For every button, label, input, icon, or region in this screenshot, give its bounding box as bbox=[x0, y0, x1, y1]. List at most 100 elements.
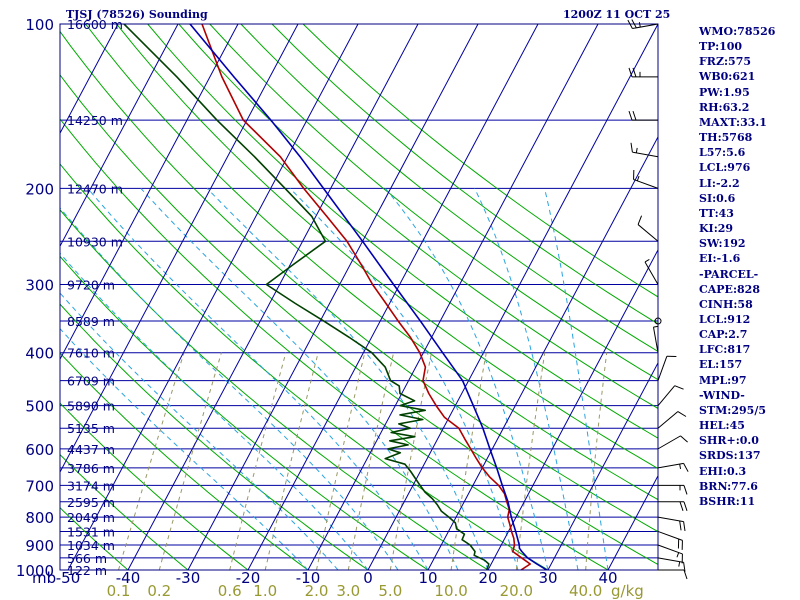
moist-adiabat bbox=[206, 188, 489, 570]
height-tick-label: 12470 m bbox=[67, 181, 123, 196]
sounding-index: MAXT:33.1 bbox=[699, 115, 767, 129]
sounding-traces bbox=[123, 24, 548, 570]
mixing-ratio-line bbox=[450, 352, 487, 570]
pressure-tick-label: 100 bbox=[25, 16, 54, 34]
sounding-index: BRN:77.6 bbox=[699, 479, 758, 493]
moist-adiabat bbox=[60, 252, 369, 570]
height-tick-label: 122 m bbox=[67, 563, 107, 578]
isotherm-line bbox=[127, 24, 419, 570]
moist-adiabat bbox=[385, 188, 549, 570]
sounding-index: KI:29 bbox=[699, 222, 734, 236]
sounding-index: LI:-2.2 bbox=[699, 176, 740, 190]
isotherm-line bbox=[60, 24, 119, 135]
wind-barb bbox=[630, 142, 659, 158]
wind-barb bbox=[658, 569, 688, 580]
height-tick-label: 5135 m bbox=[67, 421, 115, 436]
mixing-ratio-tick-label: 10.0 bbox=[434, 582, 467, 600]
isotherm-line bbox=[60, 24, 299, 474]
sounding-index: LCL:976 bbox=[699, 161, 751, 175]
wind-barb bbox=[644, 259, 659, 285]
sounding-index: WB0:621 bbox=[699, 70, 756, 84]
dry-adiabat bbox=[116, 24, 658, 470]
temperature-tick-label: -50 bbox=[56, 569, 81, 587]
dry-adiabat bbox=[178, 24, 658, 410]
wind-barb bbox=[628, 67, 658, 78]
height-tick-label: 9720 m bbox=[67, 278, 115, 293]
temperature-tick-label: 40 bbox=[598, 569, 617, 587]
pressure-tick-label: 900 bbox=[25, 537, 54, 555]
wind-barb bbox=[657, 385, 684, 406]
sounding-index: CAPE:828 bbox=[699, 282, 760, 296]
dry-adiabat bbox=[60, 303, 369, 570]
temperature-tick-label: -40 bbox=[116, 569, 141, 587]
height-tick-label: 14250 m bbox=[67, 113, 123, 128]
sounding-indices: WMO:78526 TP:100 FRZ:575 WB0:621 PW:1.95 RH:6… bbox=[699, 24, 775, 509]
sounding-index: MPL:97 bbox=[699, 373, 747, 387]
wind-barb bbox=[658, 484, 688, 495]
height-tick-label: 3786 m bbox=[67, 461, 115, 476]
pressure-tick-label: 1000 bbox=[16, 562, 54, 580]
dry-adiabat bbox=[302, 24, 658, 298]
pressure-tick-label: 700 bbox=[25, 477, 54, 495]
sounding-index: FRZ:575 bbox=[699, 55, 752, 69]
sounding-index: LFC:817 bbox=[699, 343, 751, 357]
sounding-index: LCL:912 bbox=[699, 312, 751, 326]
mixing-ratio-tick-label: 1.0 bbox=[253, 582, 277, 600]
dry-adiabat-lines bbox=[60, 24, 658, 570]
height-tick-label: 16600 m bbox=[67, 17, 123, 32]
moist-adiabat bbox=[60, 327, 309, 570]
pressure-tick-label: 300 bbox=[25, 277, 54, 295]
temperature-tick-label: 30 bbox=[538, 569, 557, 587]
moist-adiabat bbox=[544, 188, 609, 570]
mixing-ratio-line bbox=[347, 352, 395, 570]
sounding-index: SRDS:137 bbox=[699, 449, 761, 463]
sounding-index: HEL:45 bbox=[699, 419, 745, 433]
dry-adiabat bbox=[60, 453, 189, 570]
dry-adiabat bbox=[60, 163, 549, 570]
sounding-index: SI:0.6 bbox=[699, 191, 736, 205]
temperature-tick-label: 0 bbox=[363, 569, 373, 587]
dry-adiabat bbox=[240, 24, 658, 353]
temperature-trace bbox=[201, 24, 532, 570]
sounding-index: SW:192 bbox=[699, 237, 746, 251]
mixing-ratio-line bbox=[264, 352, 319, 570]
mixing-ratio-tick-label: 0.6 bbox=[218, 582, 242, 600]
moist-adiabat-lines bbox=[60, 188, 609, 570]
sounding-index: TP:100 bbox=[699, 40, 743, 54]
pressure-unit-label: mb bbox=[32, 569, 56, 587]
dry-adiabat bbox=[85, 24, 658, 501]
mixing-ratio-tick-label: 2.0 bbox=[305, 582, 329, 600]
height-tick-label: 4437 m bbox=[67, 442, 115, 457]
sounding-index: PW:1.95 bbox=[699, 85, 750, 99]
height-tick-label: 2595 m bbox=[67, 495, 115, 510]
wind-barb bbox=[633, 169, 659, 189]
height-tick-label: 5890 m bbox=[67, 399, 115, 414]
wind-barb bbox=[657, 435, 688, 450]
station-title: TJSJ (78526) Sounding bbox=[66, 8, 208, 21]
height-tick-label: 10930 m bbox=[67, 234, 123, 249]
pressure-tick-label: 500 bbox=[25, 398, 54, 416]
moist-adiabat bbox=[140, 188, 459, 570]
mixing-ratio-line bbox=[118, 352, 185, 570]
plot-frame bbox=[59, 23, 659, 571]
moist-adiabat bbox=[289, 188, 519, 570]
dry-adiabat bbox=[60, 402, 249, 570]
mixing-ratio-tick-label: 40.0 bbox=[569, 582, 602, 600]
wind-barb bbox=[652, 325, 659, 353]
dry-adiabat bbox=[60, 209, 489, 570]
sounding-index: -PARCEL- bbox=[699, 267, 759, 281]
dewpoint-trace bbox=[123, 24, 490, 570]
height-tick-label: 6709 m bbox=[67, 374, 115, 389]
wind-barb bbox=[657, 557, 686, 572]
observation-time: 1200Z 11 OCT 25 bbox=[563, 8, 671, 21]
dry-adiabat bbox=[60, 507, 129, 570]
wind-barbs bbox=[627, 19, 689, 580]
wind-barb bbox=[657, 411, 687, 429]
wind-barb bbox=[657, 462, 689, 472]
dry-adiabat bbox=[209, 24, 658, 381]
mixing-ratio-line bbox=[389, 352, 432, 570]
pressure-tick-label: 800 bbox=[25, 509, 54, 527]
dry-adiabat bbox=[60, 74, 658, 566]
